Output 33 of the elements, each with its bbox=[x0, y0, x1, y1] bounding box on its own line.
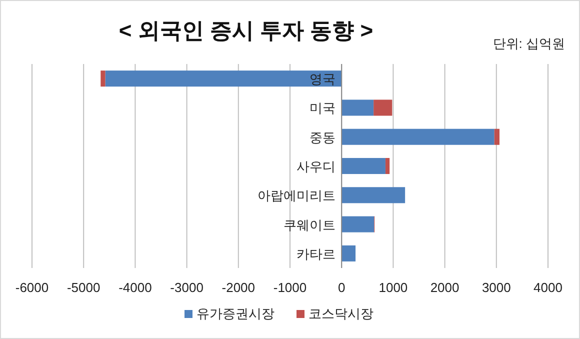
y-tick-label: 아랍에미리트 bbox=[258, 188, 336, 204]
y-tick-label: 사우디 bbox=[296, 159, 336, 174]
y-tick-label: 중동 bbox=[310, 130, 336, 145]
legend-label: 코스닥시장 bbox=[308, 306, 374, 321]
bar bbox=[342, 216, 374, 232]
bar bbox=[342, 100, 374, 116]
x-tick-label: -3000 bbox=[170, 280, 204, 295]
x-tick-label: 0 bbox=[338, 280, 346, 295]
bar bbox=[494, 128, 500, 145]
bar bbox=[385, 158, 390, 174]
legend-label: 유가증권시장 bbox=[196, 306, 274, 321]
bar bbox=[105, 70, 342, 87]
y-tick-label: 쿠웨이트 bbox=[284, 217, 336, 232]
bar bbox=[100, 70, 106, 87]
x-tick-label: -4000 bbox=[118, 280, 152, 295]
x-tick-label: -2000 bbox=[222, 280, 256, 295]
x-tick-label: 2000 bbox=[430, 280, 460, 295]
bar bbox=[374, 100, 392, 116]
chart-title: < 외국인 증시 투자 동향 > bbox=[118, 18, 374, 43]
x-tick-label: -6000 bbox=[15, 280, 49, 295]
x-tick-label: 3000 bbox=[482, 280, 511, 295]
x-tick-label: -5000 bbox=[66, 280, 100, 295]
x-tick-label: 4000 bbox=[534, 280, 562, 295]
text: 단위: 십억원 bbox=[492, 36, 565, 51]
bar bbox=[342, 158, 386, 174]
x-tick-label: -1000 bbox=[273, 280, 307, 295]
bar bbox=[342, 245, 356, 262]
x-tick-label: 1000 bbox=[378, 280, 408, 295]
bar bbox=[342, 128, 494, 145]
y-tick-label: 미국 bbox=[310, 100, 336, 116]
y-tick-label: 영국 bbox=[310, 72, 336, 87]
bar bbox=[342, 187, 406, 204]
y-tick-label: 카타르 bbox=[296, 246, 336, 262]
